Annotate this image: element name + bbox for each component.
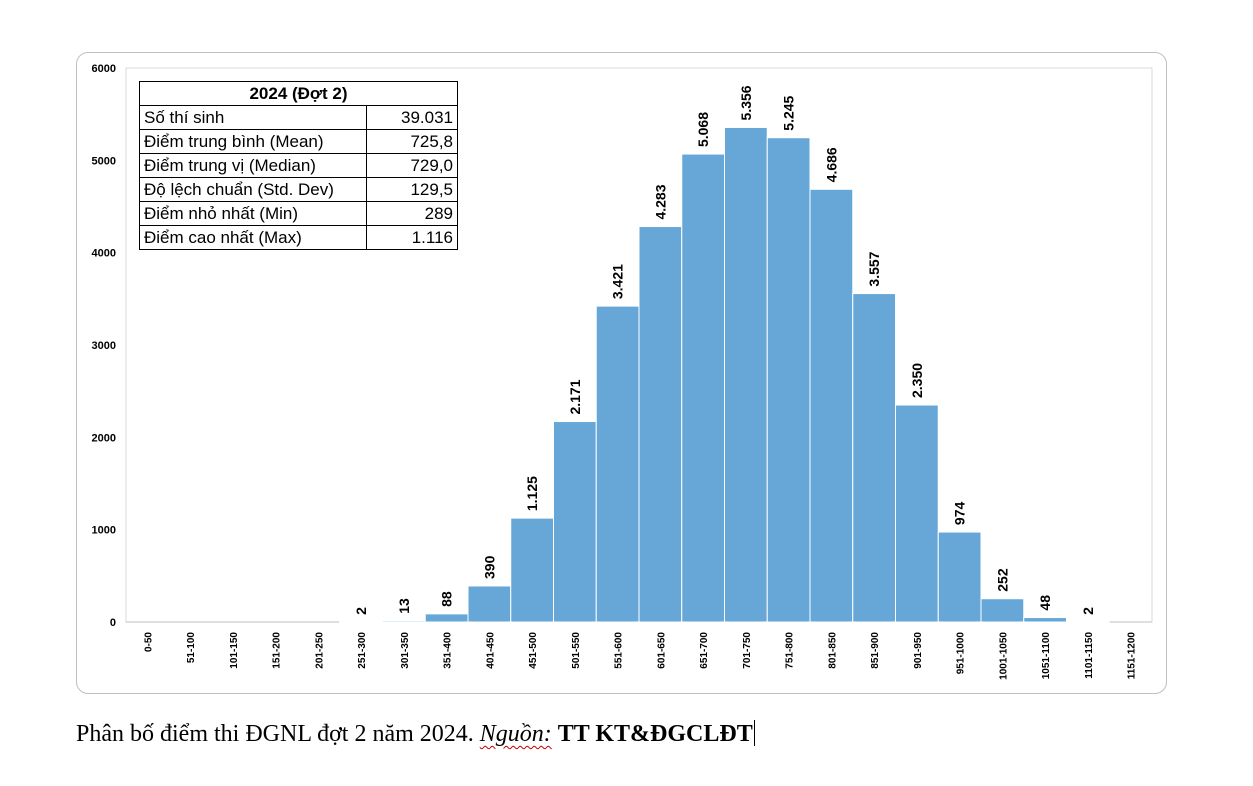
x-tick-label: 1151-1200 [1127, 632, 1138, 680]
x-tick-label: 251-300 [357, 632, 368, 669]
y-tick-label: 5000 [92, 155, 116, 167]
bar-data-label: 3.421 [610, 264, 626, 299]
histogram-bar [1023, 617, 1067, 623]
stats-row: Độ lệch chuẩn (Std. Dev) 129,5 [139, 177, 458, 202]
x-tick-label: 1101-1150 [1084, 632, 1095, 679]
x-tick-label: 701-750 [742, 632, 753, 669]
y-tick-label: 4000 [92, 248, 116, 260]
bar-data-label: 48 [1037, 595, 1053, 611]
stats-header-row: 2024 (Đợt 2) [139, 81, 458, 106]
histogram-bar [980, 598, 1025, 623]
stats-label: Điểm cao nhất (Max) [139, 225, 367, 250]
histogram-bar [724, 126, 768, 623]
x-tick-label: 601-650 [656, 632, 667, 669]
bar-data-label: 3.557 [866, 251, 882, 286]
x-tick-label: 951-1000 [956, 632, 967, 675]
stats-value: 129,5 [366, 177, 458, 202]
text-cursor [753, 720, 755, 746]
bar-data-label: 4.686 [823, 147, 839, 182]
x-tick-label: 351-400 [443, 632, 454, 669]
x-tick-label: 901-950 [913, 632, 924, 669]
stats-row: Điểm nhỏ nhất (Min) 289 [139, 201, 458, 226]
x-tick-label: 1051-1100 [1041, 632, 1052, 680]
histogram-bar [553, 421, 597, 623]
stats-row: Điểm cao nhất (Max) 1.116 [139, 225, 458, 250]
bar-data-label: 5.068 [695, 112, 711, 147]
stats-label: Số thí sinh [139, 105, 367, 130]
bar-data-label: 974 [952, 501, 968, 525]
bar-data-label: 1.125 [524, 476, 540, 511]
histogram-bar [467, 585, 512, 623]
histogram-bar [1066, 621, 1110, 624]
y-tick-label: 1000 [92, 525, 116, 537]
x-tick-label: 501-550 [571, 632, 582, 669]
bar-data-label: 5.356 [738, 85, 754, 120]
x-tick-label: 0-50 [143, 632, 154, 652]
bar-data-label: 2.350 [909, 363, 925, 398]
histogram-bar [510, 517, 554, 623]
bar-data-label: 2 [353, 607, 369, 615]
histogram-bar [809, 188, 854, 623]
stats-label: Điểm trung vị (Median) [139, 153, 367, 178]
figure-caption: Phân bố điểm thi ĐGNL đợt 2 năm 2024. Ng… [76, 720, 755, 748]
x-tick-label: 51-100 [186, 632, 197, 664]
stats-row: Số thí sinh 39.031 [139, 105, 458, 130]
stats-value: 729,0 [366, 153, 458, 178]
histogram-bar [681, 153, 725, 623]
stats-value: 39.031 [366, 105, 458, 130]
bar-data-label: 13 [396, 598, 412, 614]
stats-label: Điểm trung bình (Mean) [139, 129, 367, 154]
stats-row: Điểm trung bình (Mean) 725,8 [139, 129, 458, 154]
x-tick-label: 401-450 [485, 632, 496, 669]
bar-data-label: 88 [439, 591, 455, 607]
y-tick-label: 3000 [92, 340, 116, 352]
histogram-bar [382, 620, 426, 623]
histogram-bar [638, 226, 683, 623]
stats-label: Độ lệch chuẩn (Std. Dev) [139, 177, 367, 202]
caption-text: Phân bố điểm thi ĐGNL đợt 2 năm 2024. [76, 721, 480, 747]
x-tick-label: 851-900 [870, 632, 881, 669]
y-tick-label: 0 [110, 617, 116, 629]
caption-source-label: Nguồn: [479, 721, 552, 747]
bar-data-label: 2 [1080, 607, 1096, 615]
stats-row: Điểm trung vị (Median) 729,0 [139, 153, 458, 178]
histogram-bar [766, 137, 811, 623]
x-tick-label: 101-150 [229, 632, 240, 669]
bar-data-label: 2.171 [567, 379, 583, 414]
bar-data-label: 252 [994, 568, 1010, 592]
x-tick-label: 801-850 [827, 632, 838, 669]
x-tick-label: 1001-1050 [998, 632, 1009, 680]
x-tick-label: 551-600 [614, 632, 625, 669]
y-tick-label: 6000 [92, 63, 116, 75]
x-tick-label: 301-350 [400, 632, 411, 669]
bar-data-label: 390 [481, 555, 497, 579]
histogram-bar [339, 621, 383, 624]
stats-value: 289 [366, 201, 458, 226]
x-tick-label: 651-700 [699, 632, 710, 669]
x-tick-label: 451-500 [528, 632, 539, 669]
histogram-bar [852, 293, 896, 623]
x-tick-label: 751-800 [785, 632, 796, 669]
bar-data-label: 4.283 [652, 184, 668, 219]
stats-table: 2024 (Đợt 2) Số thí sinh 39.031 Điểm tru… [139, 81, 458, 250]
stats-value: 1.116 [366, 225, 458, 250]
bar-data-label: 5.245 [781, 95, 797, 130]
stats-value: 725,8 [366, 129, 458, 154]
histogram-bar [937, 531, 982, 623]
histogram-bar [595, 305, 640, 623]
caption-source: TT KT&ĐGCLĐT [557, 721, 753, 747]
chart-data-labels: 2 13 88 390 1.125 2.171 3.421 4.283 5.068 5.356 5.… [353, 85, 1096, 615]
stats-label: Điểm nhỏ nhất (Min) [139, 201, 367, 226]
histogram-bar [424, 613, 469, 623]
chart-bars [339, 126, 1110, 624]
histogram-bar [895, 404, 939, 623]
y-tick-label: 2000 [92, 432, 116, 444]
x-tick-label: 151-200 [272, 632, 283, 669]
stats-header: 2024 (Đợt 2) [139, 81, 458, 106]
x-tick-label: 201-250 [314, 632, 325, 669]
